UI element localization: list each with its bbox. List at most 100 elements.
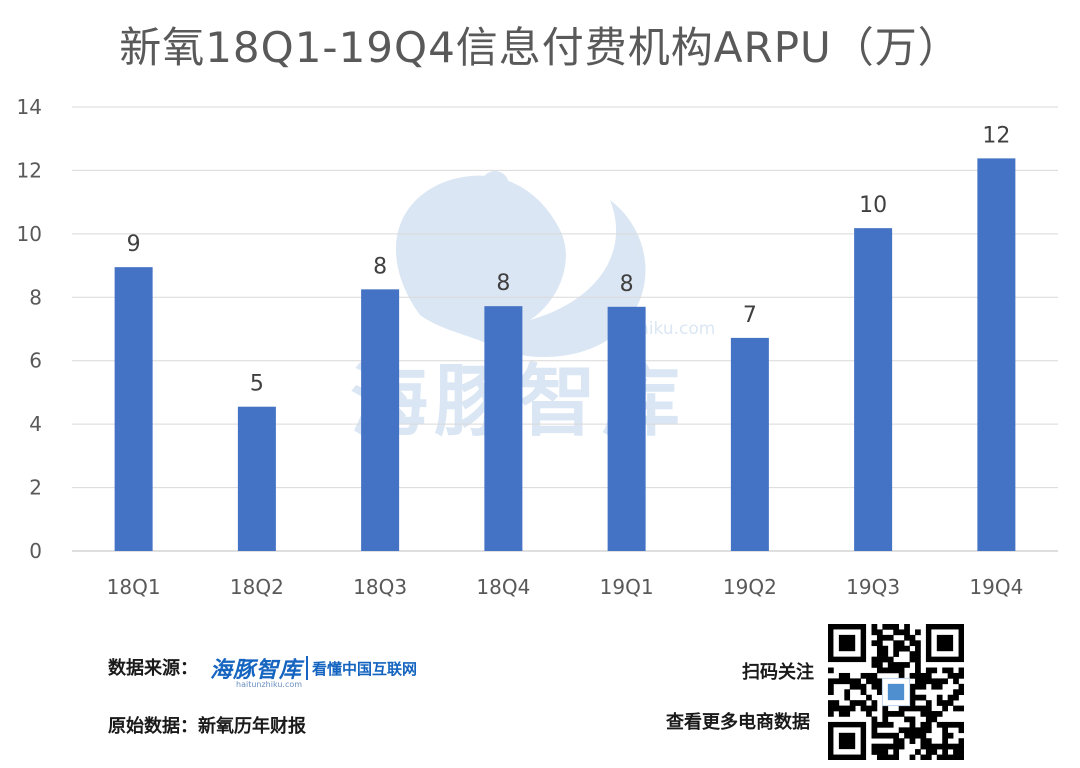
- y-tick-label: 0: [29, 539, 42, 563]
- qr-module: [898, 738, 905, 744]
- qr-module: [876, 683, 883, 690]
- qr-module: [925, 711, 932, 717]
- qr-module: [876, 689, 883, 696]
- gridlines: [72, 106, 1058, 552]
- qr-module: [876, 732, 883, 739]
- qr-module: [871, 716, 878, 723]
- footer: 数据来源： 海豚智库 看懂中国互联网 haitunzhiku.com 原始数据：…: [0, 612, 1080, 768]
- qr-module: [833, 678, 840, 685]
- qr-module: [871, 656, 878, 663]
- qr-module: [958, 754, 964, 760]
- qr-module: [898, 727, 905, 734]
- qr-module: [828, 705, 834, 712]
- qr-module: [871, 743, 878, 750]
- qr-module: [958, 689, 964, 696]
- qr-module: [909, 700, 916, 706]
- qr-module: [882, 721, 889, 728]
- qr-module: [925, 749, 932, 755]
- data-label: 8: [620, 272, 634, 297]
- qr-module: [887, 634, 894, 641]
- qr-module: [838, 711, 845, 717]
- qr-module: [909, 716, 916, 723]
- qr-module: [958, 721, 964, 728]
- qr-module: [887, 732, 894, 739]
- qr-module: [915, 678, 921, 685]
- qr-module: [882, 711, 889, 717]
- qr-module: [876, 634, 883, 641]
- qr-module: [915, 629, 921, 636]
- qr-module: [915, 667, 921, 674]
- qr-module: [904, 624, 910, 630]
- qr-module: [876, 749, 883, 755]
- x-tick-label: 19Q2: [723, 575, 777, 599]
- source-logo-name: 海豚智库: [210, 658, 303, 683]
- origin-label: 原始数据：新氧历年财报: [108, 716, 306, 737]
- bar: [237, 406, 276, 551]
- qr-module: [882, 624, 889, 630]
- qr-module: [849, 683, 856, 690]
- qr-module: [828, 683, 834, 690]
- source-logo[interactable]: 海豚智库 看懂中国互联网 haitunzhiku.com: [210, 648, 417, 689]
- qr-module: [920, 743, 927, 750]
- data-label: 8: [496, 271, 510, 296]
- qr-module: [925, 743, 932, 750]
- qr-module: [876, 640, 883, 647]
- qr-module: [931, 667, 938, 674]
- qr-module: [898, 711, 905, 717]
- qr-module: [936, 743, 943, 750]
- qr-module: [925, 672, 932, 679]
- qr-module: [931, 711, 938, 717]
- qr-module: [844, 689, 851, 696]
- qr-module: [860, 672, 867, 679]
- qr-module: [871, 732, 878, 739]
- qr-module: [915, 727, 921, 734]
- qr-module: [871, 700, 878, 706]
- qr-center-logo-icon: [887, 683, 905, 701]
- qr-module: [871, 705, 878, 712]
- qr-module: [876, 662, 883, 668]
- qr-module: [920, 672, 927, 679]
- qr-module: [871, 662, 878, 668]
- qr-module: [893, 711, 900, 717]
- qr-module: [947, 743, 954, 750]
- qr-module: [887, 743, 894, 750]
- qr-module: [942, 738, 948, 744]
- qr-module: [925, 705, 932, 712]
- qr-module: [909, 640, 916, 647]
- bar-chart: 海豚智库 haitunzhiku.com 0 2 4 6 8 10 12 14 9 5 8 8 8 7 1…: [17, 95, 1058, 599]
- source-label: 数据来源：: [108, 658, 198, 679]
- x-tick-label: 18Q1: [107, 575, 161, 599]
- qr-module: [898, 672, 905, 679]
- qr-module: [958, 738, 964, 744]
- y-tick-label: 4: [29, 412, 42, 436]
- qr-module: [893, 732, 900, 739]
- data-label: 7: [743, 303, 757, 328]
- qr-module: [893, 629, 900, 636]
- qr-module: [915, 662, 921, 668]
- qr-code-icon[interactable]: [828, 624, 964, 760]
- qr-module: [887, 754, 894, 760]
- qr-module: [898, 662, 905, 668]
- qr-module: [931, 749, 938, 755]
- qr-module: [925, 678, 932, 685]
- qr-module: [860, 689, 867, 696]
- qr-module: [833, 700, 840, 706]
- qr-module: [828, 700, 834, 706]
- qr-module: [947, 694, 954, 701]
- qr-module: [915, 656, 921, 663]
- qr-module: [871, 629, 878, 636]
- qr-module: [936, 694, 943, 701]
- qr-module: [887, 662, 894, 668]
- qr-module: [942, 754, 948, 760]
- qr-module: [920, 727, 927, 734]
- qr-module: [876, 651, 883, 657]
- qr-module: [953, 721, 959, 728]
- qr-module: [925, 738, 932, 744]
- qr-module: [904, 727, 910, 734]
- y-tick-label: 10: [17, 222, 42, 246]
- qr-module: [915, 645, 921, 652]
- qr-module: [958, 705, 964, 712]
- qr-module: [876, 656, 883, 663]
- bar: [977, 158, 1016, 551]
- qr-module: [887, 667, 894, 674]
